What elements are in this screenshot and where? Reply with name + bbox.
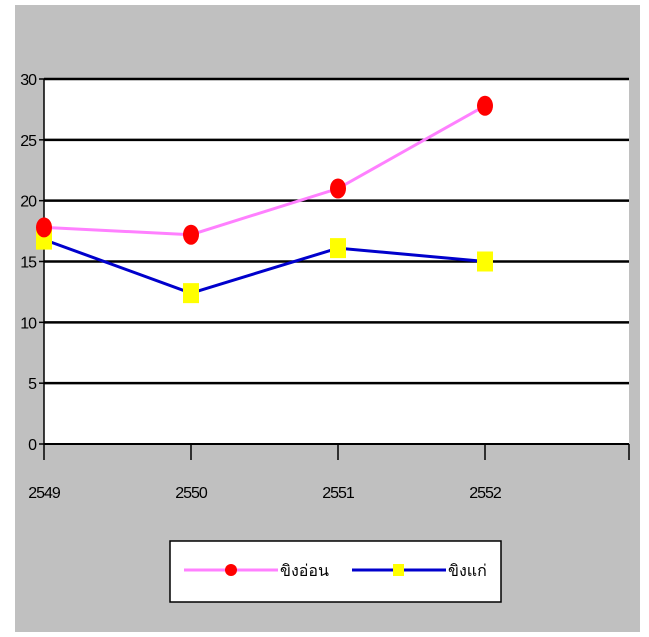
series-lines xyxy=(43,104,486,295)
y-tick-label-0: 0 xyxy=(28,437,37,454)
data-point-series-2-2551 xyxy=(330,238,346,259)
y-tick-label-10: 10 xyxy=(20,315,37,332)
data-point-series-1-2552 xyxy=(477,95,493,116)
x-tick-label-2551: 2551 xyxy=(322,485,355,502)
series-line-1 xyxy=(43,104,486,237)
data-point-series-2-2552 xyxy=(477,251,493,272)
series-markers xyxy=(36,95,493,304)
x-tick-label-2549: 2549 xyxy=(28,485,61,502)
y-tick-label-30: 30 xyxy=(20,72,37,89)
y-tick-label-25: 25 xyxy=(20,133,37,150)
legend-label-series-1: ขิงอ่อน xyxy=(280,563,329,580)
y-tick-labels: 0 5 10 15 20 25 30 xyxy=(20,72,38,454)
legend-marker-series-1 xyxy=(225,564,237,576)
data-point-series-2-2550 xyxy=(183,283,199,304)
legend-label-series-2: ขิงแก่ xyxy=(448,563,487,580)
y-tick-label-15: 15 xyxy=(20,255,37,272)
x-tick-label-2550: 2550 xyxy=(175,485,208,502)
legend: ขิงอ่อน ขิงแก่ xyxy=(169,540,502,603)
data-point-series-1-2549 xyxy=(36,217,52,238)
data-point-series-1-2550 xyxy=(183,224,199,245)
axes xyxy=(39,78,630,460)
y-tick-label-20: 20 xyxy=(20,194,37,211)
x-tick-label-2552: 2552 xyxy=(469,485,502,502)
y-tick-label-5: 5 xyxy=(28,376,37,393)
gridlines xyxy=(44,77,629,385)
legend-marker-series-2 xyxy=(393,564,404,576)
data-point-series-1-2551 xyxy=(330,178,346,199)
series-line-2 xyxy=(43,238,486,295)
x-tick-labels: 2549 2550 2551 2552 xyxy=(28,485,503,502)
